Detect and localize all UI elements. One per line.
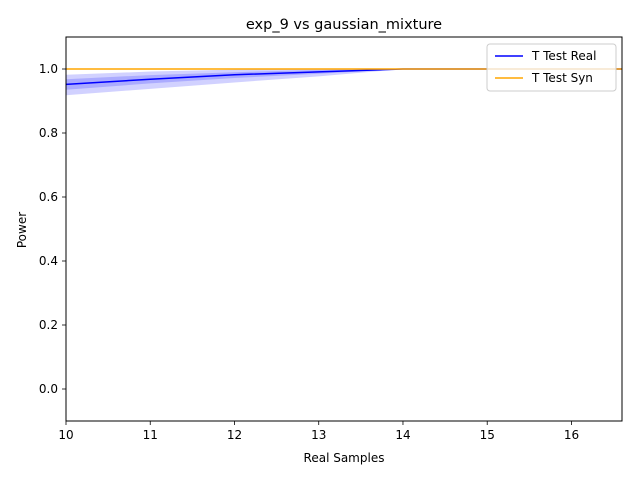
confidence-band-outer [66,69,622,96]
y-tick-label: 0.8 [39,126,58,140]
x-tick-label: 12 [227,428,242,442]
legend: T Test Real T Test Syn [486,43,617,92]
plot-area [65,36,623,422]
plot-frame [65,36,623,422]
chart-title: exp_9 vs gaussian_mixture [246,17,442,33]
x-axis: 10 11 12 13 14 15 16 [58,421,579,442]
y-tick-label: 0.4 [39,254,58,268]
y-axis: 0.0 0.2 0.4 0.6 0.8 1.0 [39,62,66,396]
y-axis-label: Power [15,212,29,248]
legend-label: T Test Syn [531,71,593,85]
y-tick-label: 0.0 [39,382,58,396]
x-tick-label: 13 [311,428,326,442]
x-axis-label: Real Samples [304,451,385,465]
x-tick-label: 15 [480,428,495,442]
x-tick-label: 11 [143,428,158,442]
x-tick-label: 10 [58,428,73,442]
confidence-band-inner [66,69,622,90]
confidence-bands [66,69,622,96]
x-tick-label: 16 [564,428,579,442]
legend-label: T Test Real [531,49,596,63]
x-tick-label: 14 [395,428,410,442]
y-tick-label: 1.0 [39,62,58,76]
y-tick-label: 0.6 [39,190,58,204]
y-tick-label: 0.2 [39,318,58,332]
